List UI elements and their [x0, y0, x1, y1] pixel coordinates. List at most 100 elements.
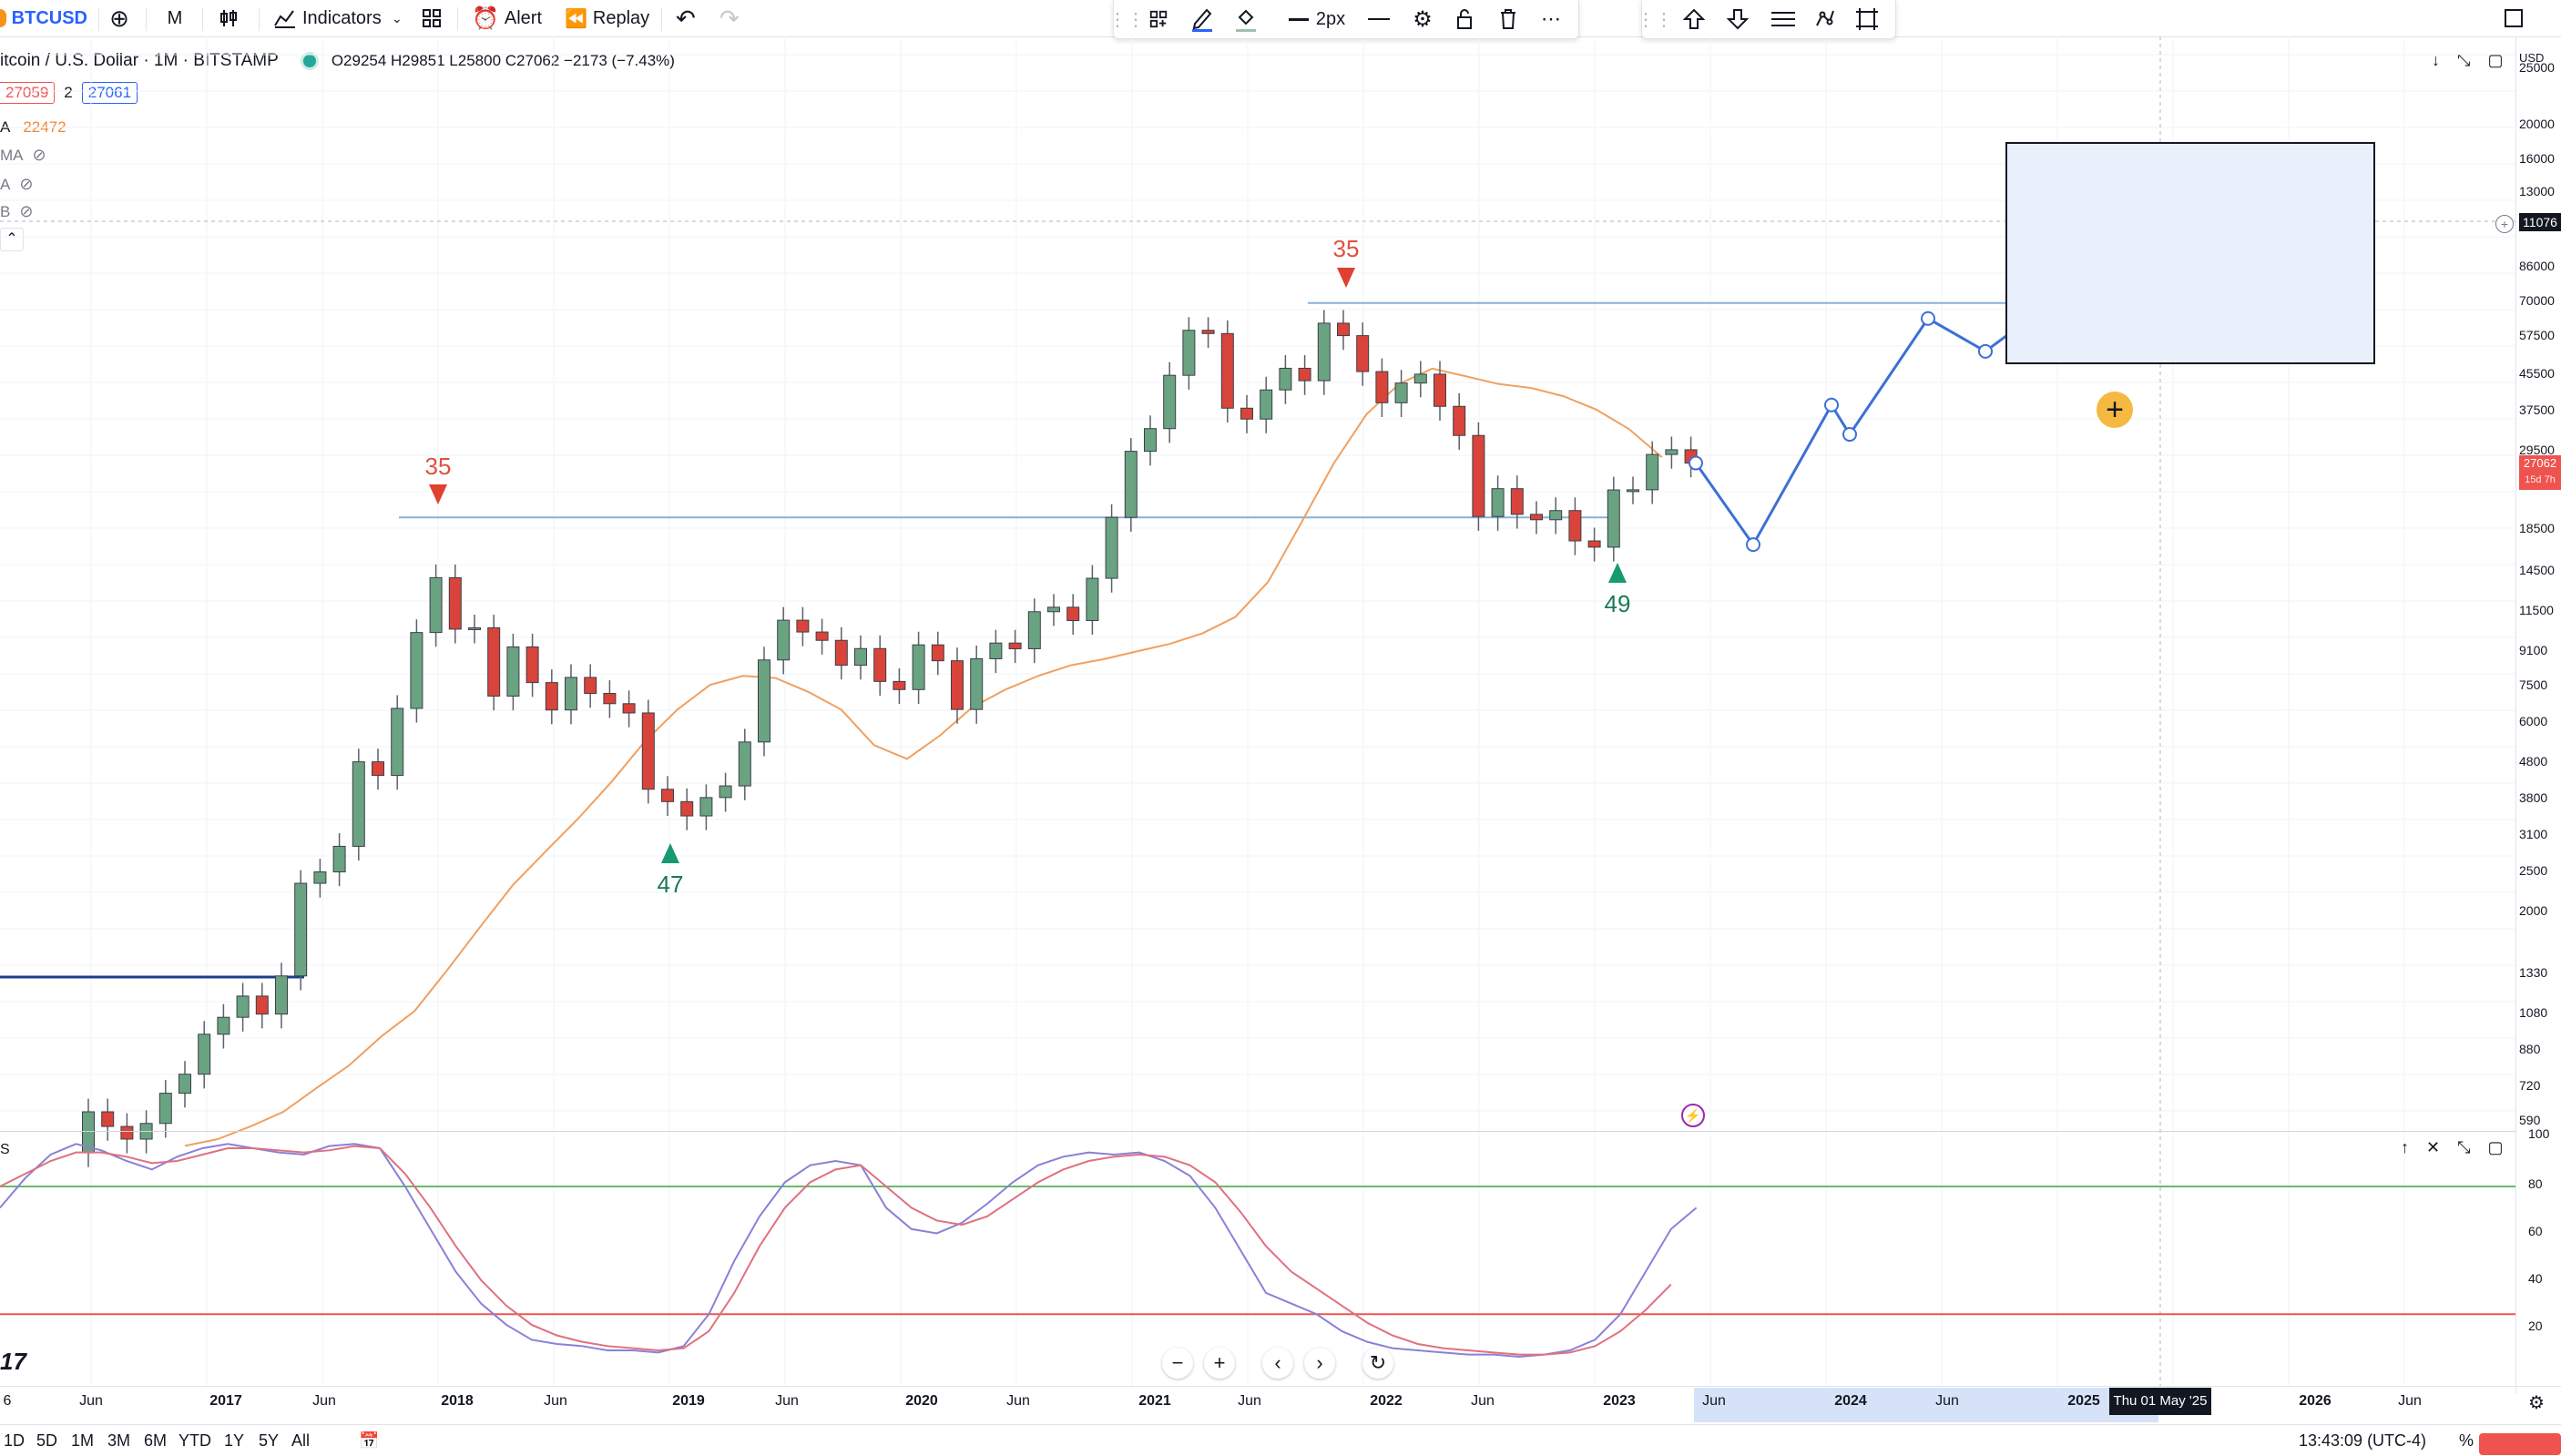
lightning-event-icon[interactable]: ⚡: [1681, 1104, 1705, 1127]
candle: [525, 646, 539, 684]
range-button[interactable]: 1D: [4, 1431, 26, 1450]
interval-button[interactable]: M: [167, 7, 183, 28]
candle: [236, 995, 250, 1018]
time-axis-label: Jun: [1238, 1393, 1261, 1409]
target-rectangle[interactable]: [2005, 142, 2375, 364]
candle: [719, 785, 732, 799]
range-button[interactable]: 1Y: [224, 1431, 245, 1450]
fill-color-bucket-icon[interactable]: [1232, 5, 1260, 33]
price-chart[interactable]: [0, 36, 2561, 1393]
market-status-dot: [300, 52, 319, 70]
maximize-icon[interactable]: ⤡: [2457, 51, 2471, 69]
time-axis-label: Jun: [544, 1393, 567, 1409]
redo-icon[interactable]: ↷: [719, 4, 740, 32]
top-toolbar: BTCUSD ⊕ M Indicators ⌄ ⏰ Alert ⏪ Replay…: [0, 0, 2561, 39]
time-axis-label: 2026: [2299, 1393, 2331, 1409]
legend-title[interactable]: itcoin / U.S. Dollar · 1M · BITSTAMP: [0, 51, 279, 70]
hidden-indicator-row[interactable]: MA ⊘: [0, 146, 46, 164]
templates-grid-icon[interactable]: [421, 0, 444, 36]
hidden-indicator-row[interactable]: B ⊘: [0, 202, 34, 220]
crosshair-plus-icon[interactable]: +: [2097, 392, 2133, 428]
rectangle-tool-icon[interactable]: [1853, 5, 1881, 33]
lock-icon[interactable]: [1451, 5, 1478, 33]
layout-icon[interactable]: [2503, 0, 2530, 36]
arrow-down-icon[interactable]: [1724, 5, 1751, 33]
osc-axis-label: 40: [2528, 1271, 2543, 1286]
indicators-button[interactable]: Indicators: [273, 0, 410, 36]
close-icon[interactable]: ✕: [2426, 1138, 2441, 1156]
range-button[interactable]: All: [291, 1431, 311, 1450]
percent-toggle[interactable]: %: [2459, 1431, 2474, 1450]
log-auto-toggle[interactable]: [2479, 1433, 2561, 1455]
candle: [1646, 453, 1659, 491]
ask-price[interactable]: 27061: [81, 82, 138, 104]
move-down-icon[interactable]: ↓: [2432, 51, 2440, 69]
candle: [1413, 373, 1427, 384]
add-symbol-icon[interactable]: ⊕: [109, 4, 129, 32]
candle: [1047, 606, 1060, 613]
candle: [1530, 514, 1543, 521]
drag-handle-icon[interactable]: ⋮⋮: [1108, 9, 1145, 30]
add-alert-plus-icon[interactable]: +: [2495, 215, 2514, 233]
more-options-icon[interactable]: ⋯: [1541, 7, 1561, 30]
range-button[interactable]: 6M: [144, 1431, 168, 1450]
candles-style-icon[interactable]: [215, 0, 242, 36]
time-axis-label: Jun: [1006, 1393, 1030, 1409]
candle: [873, 647, 887, 682]
scroll-left-button[interactable]: ‹: [1262, 1348, 1293, 1379]
hidden-indicator-row[interactable]: A ⊘: [0, 175, 34, 193]
bid-price[interactable]: 27059: [0, 82, 56, 104]
range-button[interactable]: 1M: [71, 1431, 95, 1450]
currency-label[interactable]: USD: [2519, 51, 2545, 65]
pane-divider[interactable]: [0, 1131, 2515, 1132]
range-button[interactable]: 5D: [36, 1431, 58, 1450]
price-axis-label: 880: [2519, 1042, 2541, 1056]
candle: [1510, 488, 1524, 515]
zoom-out-button[interactable]: −: [1162, 1348, 1193, 1379]
symbol-search[interactable]: BTCUSD: [0, 0, 87, 36]
reset-chart-button[interactable]: ↻: [1362, 1348, 1393, 1379]
range-button[interactable]: 5Y: [259, 1431, 280, 1450]
arrow-up-icon[interactable]: [1680, 5, 1708, 33]
line-color-pencil-icon[interactable]: [1189, 5, 1216, 33]
candle: [584, 677, 597, 695]
candle: [1279, 367, 1292, 391]
zoom-in-button[interactable]: +: [1204, 1348, 1235, 1379]
replay-button[interactable]: ⏪ Replay: [565, 7, 650, 29]
price-axis-label: 37500: [2519, 402, 2555, 417]
candle: [893, 680, 906, 690]
undo-icon[interactable]: ↶: [676, 4, 696, 32]
tv-logo[interactable]: 17: [0, 1348, 26, 1375]
maximize-icon[interactable]: ⤡: [2457, 1138, 2471, 1156]
stoch-k-line: [0, 1143, 1698, 1359]
settings-gear-icon[interactable]: ⚙: [2528, 1393, 2545, 1413]
candle: [1105, 516, 1118, 579]
oscillator-label[interactable]: S: [0, 1142, 10, 1157]
path-tool-icon[interactable]: [1811, 5, 1839, 33]
price-axis-label: 29500: [2519, 443, 2555, 457]
alert-button[interactable]: ⏰ Alert: [472, 5, 543, 31]
drag-handle-icon[interactable]: ⋮⋮: [1637, 9, 1673, 30]
line-style-icon[interactable]: [1365, 5, 1393, 33]
range-button[interactable]: 3M: [107, 1431, 131, 1450]
settings-gear-icon[interactable]: ⚙: [1413, 6, 1433, 32]
chevron-down-icon[interactable]: ⌄: [392, 10, 403, 25]
templates-icon[interactable]: [1145, 5, 1172, 33]
fullscreen-icon[interactable]: ▢: [2487, 1138, 2504, 1156]
candle: [1549, 510, 1563, 521]
line-width-button[interactable]: 2px: [1285, 5, 1349, 33]
scroll-right-button[interactable]: ›: [1304, 1348, 1335, 1379]
spread-value: 2: [64, 84, 73, 101]
range-button[interactable]: YTD: [179, 1431, 211, 1450]
candle: [1124, 451, 1138, 518]
fullscreen-icon[interactable]: ▢: [2487, 51, 2504, 69]
moving-average-line: [184, 367, 1663, 1147]
time-axis-label: 2025: [2067, 1393, 2100, 1409]
move-up-icon[interactable]: ↑: [2401, 1138, 2409, 1156]
horizontal-lines-icon[interactable]: [1768, 5, 1799, 33]
clock-time[interactable]: 13:43:09 (UTC-4): [2299, 1431, 2427, 1450]
annotation-label: 47: [657, 871, 684, 898]
trash-icon[interactable]: [1495, 5, 1522, 33]
collapse-legend-button[interactable]: ⌃: [0, 228, 24, 251]
date-range-calendar-icon[interactable]: 📅: [359, 1431, 380, 1450]
